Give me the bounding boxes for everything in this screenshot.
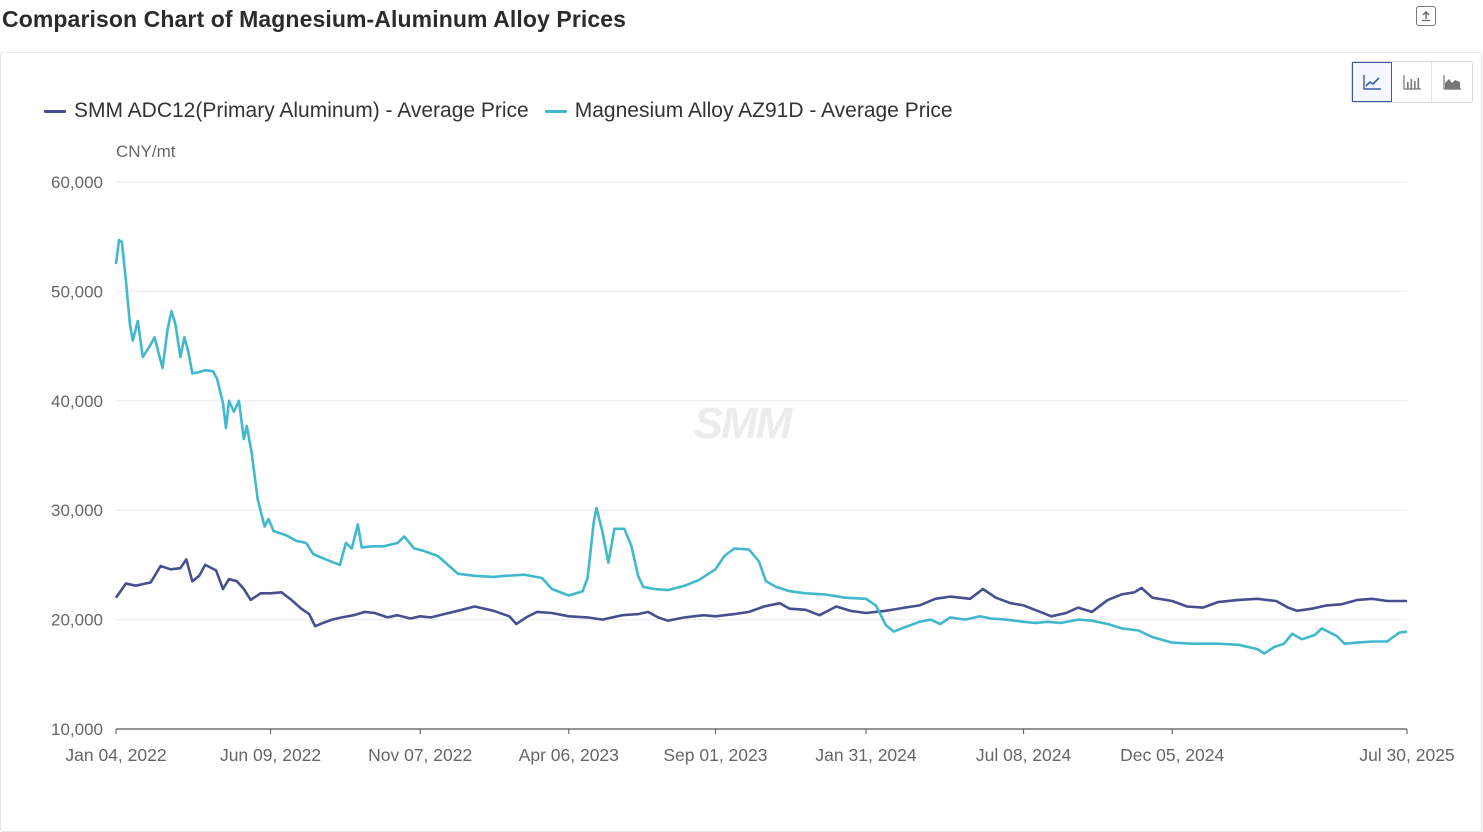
x-tick-label: Sep 01, 2023 [663,745,767,765]
legend-label-aluminum: SMM ADC12(Primary Aluminum) - Average Pr… [74,99,529,122]
x-axis-ticks: Jan 04, 2022 Jun 09, 2022 Nov 07, 2022 Apr … [65,729,1455,765]
y-tick-label: 20,000 [51,611,103,630]
area-chart-icon [1443,75,1461,90]
bar-chart-icon [1402,75,1421,90]
y-tick-label: 30,000 [51,501,103,520]
export-icon [1422,11,1430,22]
page-title: Comparison Chart of Magnesium-Aluminum A… [2,6,627,32]
y-tick-label: 60,000 [51,173,103,192]
watermark: SMM [694,399,794,448]
y-tick-label: 10,000 [51,720,103,739]
legend-label-magnesium: Magnesium Alloy AZ91D - Average Price [574,99,953,122]
chart-type-toggle [1351,61,1473,103]
x-tick-label: Jan 04, 2022 [65,745,166,765]
x-tick-label: Apr 06, 2023 [519,745,619,765]
y-axis-ticks: 10,000 20,000 30,000 40,000 50,000 60,000 [51,173,103,739]
y-tick-label: 50,000 [51,282,103,301]
x-tick-label: Nov 07, 2022 [368,745,472,765]
y-axis-unit: CNY/mt [116,142,176,161]
bar-chart-button[interactable] [1392,62,1432,102]
legend-item-magnesium[interactable]: Magnesium Alloy AZ91D - Average Price [544,99,953,123]
x-tick-label: Jul 30, 2025 [1359,745,1454,765]
legend-swatch-aluminum [44,109,66,113]
export-button[interactable] [1416,6,1436,26]
legend-swatch-magnesium [544,109,567,113]
line-chart-icon [1363,75,1381,90]
x-tick-label: Jun 09, 2022 [220,745,321,765]
y-tick-label: 40,000 [51,392,103,411]
legend: SMM ADC12(Primary Aluminum) - Average Pr… [44,99,969,123]
x-tick-label: Jan 31, 2024 [815,745,916,765]
x-tick-label: Jul 08, 2024 [976,745,1072,765]
series-line-aluminum[interactable] [114,558,1407,628]
series-lines [114,238,1408,655]
series-line-magnesium[interactable] [114,238,1408,655]
x-tick-label: Dec 05, 2024 [1120,745,1224,765]
legend-item-aluminum[interactable]: SMM ADC12(Primary Aluminum) - Average Pr… [44,99,529,123]
line-chart-button[interactable] [1352,62,1392,102]
area-chart-button[interactable] [1432,62,1472,102]
